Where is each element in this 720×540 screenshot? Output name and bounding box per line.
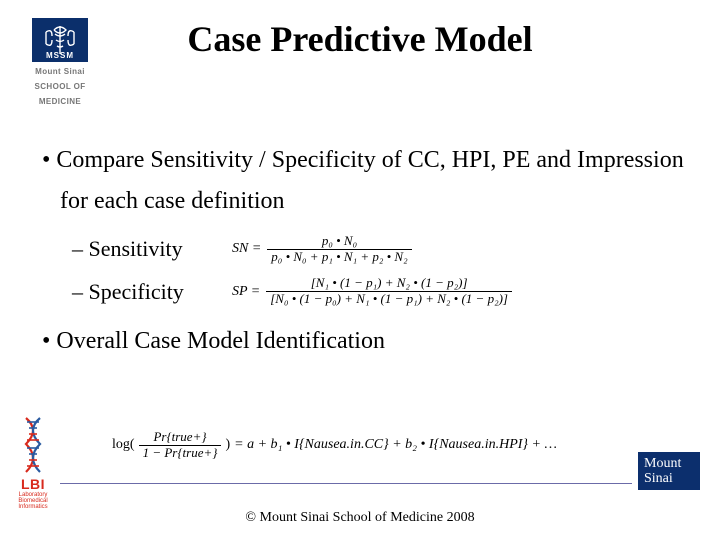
log-rhs: = a + b₁ • I{Nausea.in.CC} + b₂ • I{Naus… bbox=[234, 437, 557, 453]
label-specificity: Specificity bbox=[72, 279, 232, 305]
lbi-logo: LBI Laboratory Biomedical Informatics bbox=[10, 416, 56, 510]
row-sensitivity: Sensitivity SN = p₀ • N₀ p₀ • N₀ + p₁ • … bbox=[72, 234, 690, 265]
log-numerator: Pr{true+} bbox=[149, 430, 210, 445]
sn-numerator: p₀ • N₀ bbox=[318, 234, 361, 249]
dna-helix-icon bbox=[18, 416, 48, 474]
bullet-compare: Compare Sensitivity / Specificity of CC,… bbox=[42, 140, 690, 222]
slide-title: Case Predictive Model bbox=[0, 18, 720, 60]
mssm-label-1: Mount Sinai bbox=[32, 68, 88, 77]
formula-logistic: log( Pr{true+} 1 − Pr{true+} ) = a + b₁ … bbox=[112, 430, 557, 461]
divider-line bbox=[60, 483, 632, 484]
mount-sinai-logo: Mount Sinai bbox=[638, 452, 700, 490]
sn-fraction: p₀ • N₀ p₀ • N₀ + p₁ • N₁ + p₂ • N₂ bbox=[267, 234, 411, 265]
slide-content: Compare Sensitivity / Specificity of CC,… bbox=[42, 140, 690, 362]
mssm-label-2: SCHOOL OF bbox=[32, 83, 88, 92]
bullet-overall: Overall Case Model Identification bbox=[42, 321, 690, 362]
sn-denominator: p₀ • N₀ + p₁ • N₁ + p₂ • N₂ bbox=[267, 250, 411, 265]
sp-fraction: [N₁ • (1 − p₁) + N₂ • (1 − p₂)] [N₀ • (1… bbox=[266, 276, 512, 307]
sp-numerator: [N₁ • (1 − p₁) + N₂ • (1 − p₂)] bbox=[307, 276, 472, 291]
log-open: log( bbox=[112, 437, 135, 453]
sp-denominator: [N₀ • (1 − p₀) + N₁ • (1 − p₁) + N₂ • (1… bbox=[266, 292, 512, 307]
log-close: ) bbox=[225, 437, 230, 453]
ms-line1: Mount bbox=[644, 456, 694, 471]
slide: MSSM Mount Sinai SCHOOL OF MEDICINE Case… bbox=[0, 0, 720, 540]
copyright-text: © Mount Sinai School of Medicine 2008 bbox=[0, 510, 720, 526]
sn-lhs: SN = bbox=[232, 241, 261, 257]
log-fraction: Pr{true+} 1 − Pr{true+} bbox=[139, 430, 222, 461]
formula-sensitivity: SN = p₀ • N₀ p₀ • N₀ + p₁ • N₁ + p₂ • N₂ bbox=[232, 234, 412, 265]
ms-line2: Sinai bbox=[644, 471, 694, 486]
mssm-label-3: MEDICINE bbox=[32, 98, 88, 107]
label-sensitivity: Sensitivity bbox=[72, 236, 232, 262]
lbi-title: LBI bbox=[10, 476, 56, 492]
sp-lhs: SP = bbox=[232, 284, 260, 300]
row-specificity: Specificity SP = [N₁ • (1 − p₁) + N₂ • (… bbox=[72, 276, 690, 307]
log-denominator: 1 − Pr{true+} bbox=[139, 446, 222, 461]
formula-specificity: SP = [N₁ • (1 − p₁) + N₂ • (1 − p₂)] [N₀… bbox=[232, 276, 512, 307]
